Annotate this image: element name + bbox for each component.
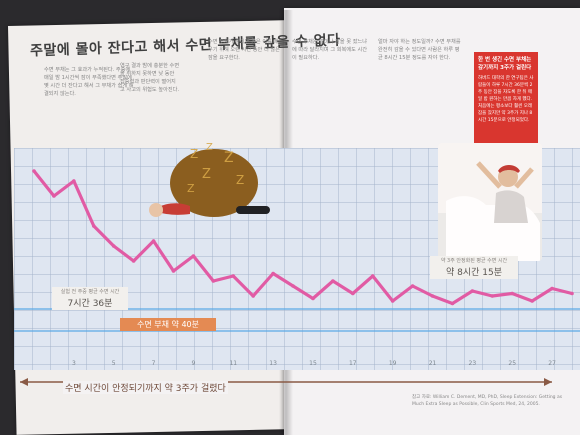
x-tick-label: 25 <box>508 360 516 367</box>
sleep-series-point <box>311 296 315 301</box>
callout-body: 하버드 대학의 한 연구팀은 사람들이 하루 7시간 36분씩 2주 동안 잠을… <box>478 76 534 123</box>
sleep-series-point <box>72 179 76 183</box>
svg-text:Z: Z <box>190 147 198 161</box>
callout-box: 한 번 생긴 수면 부채는 갚기까지 3주가 걸린다 하버드 대학의 한 연구팀… <box>474 52 538 144</box>
x-tick-label: 27 <box>548 360 556 367</box>
article-text-3: 수면 부채가 쌓이면 몸은 이를 메우기 위해 오랜 시간 동안 더 많은 잠을… <box>208 39 280 61</box>
article-text-1: 수면 부채는 그 효과가 누적된다. 주중에 매일 밤 1시간씩 잠이 부족했다… <box>44 67 134 97</box>
svg-text:Z: Z <box>187 182 195 195</box>
article-text-2: 연구 결과 밤에 충분한 수면을 취하지 못하면 낮 동안 집중력과 판단력이 … <box>120 63 180 93</box>
x-tick-label: 17 <box>349 360 357 367</box>
svg-text:Z: Z <box>202 167 211 182</box>
x-tick-label: 5 <box>112 360 116 367</box>
sleep-chart: 3 5 7 9 11 13 15 17 19 21 23 25 27 <box>14 169 580 367</box>
sleep-series-point <box>550 286 554 291</box>
sleep-series-point <box>271 271 275 276</box>
sleep-series-point <box>91 224 96 228</box>
sleep-series-point <box>231 274 236 278</box>
sleep-series-point <box>251 294 255 298</box>
sleep-series-point <box>530 299 534 303</box>
sleep-series-point <box>211 279 216 283</box>
sleep-series-point <box>111 244 116 248</box>
callout-heading: 한 번 생긴 수면 부채는 갚기까지 3주가 걸린다 <box>478 57 532 71</box>
sleep-series-point <box>291 284 295 288</box>
x-tick-label: 7 <box>152 360 156 367</box>
sleep-duration-series <box>32 169 574 306</box>
sleep-series-point <box>32 169 36 173</box>
x-tick-label: 21 <box>429 360 437 367</box>
sleep-series-point <box>171 269 176 273</box>
sleep-series-point <box>151 239 156 243</box>
source-note: 참고 자료: William C. Dement, MD, PhD, Sleep… <box>412 395 563 407</box>
baseline-annotation: 실험 전 주중 평균 수면 시간 7시간 36분 <box>52 287 128 310</box>
x-tick-label: 3 <box>72 360 76 367</box>
sleep-series-point <box>191 254 196 258</box>
sleep-series-point <box>490 294 495 298</box>
sleep-series-line <box>32 170 573 306</box>
sleep-series-point <box>390 299 395 303</box>
baseline-value: 7시간 36분 <box>67 299 113 309</box>
sleep-series-point <box>470 289 475 293</box>
sleep-series-point <box>410 284 415 288</box>
sleep-series-point <box>351 291 355 296</box>
stable-caption: 약 3주 안정화된 평균 수면 시간 <box>440 258 508 264</box>
svg-text:Z: Z <box>206 142 213 153</box>
arrow-caption: 수면 시간이 안정되기까지 약 3주가 걸렸다 <box>63 381 228 394</box>
sleep-series-point <box>52 194 56 198</box>
article-text-5: 얼마 자야 하는 정도일까? 수면 부채를 완전히 갚을 수 있다면 사람은 하… <box>378 39 461 61</box>
sleep-series-point <box>510 291 515 296</box>
x-tick-label: 23 <box>469 360 477 367</box>
article-text-4: 수면 부채는 얼마나 잠을 못 잤느냐에 따라 달라지며 그 회복에도 시간이 … <box>292 39 368 61</box>
stable-value: 약 8시간 15분 <box>445 268 503 278</box>
sleep-series-point <box>370 274 375 278</box>
svg-text:Z: Z <box>236 173 244 187</box>
waking-man-photo <box>438 143 542 261</box>
x-tick-label: 19 <box>389 360 397 367</box>
sleep-debt-label: 수면 부채 약 40분 <box>120 318 216 331</box>
x-tick-label: 11 <box>229 360 237 367</box>
x-axis-ticks: 3 5 7 9 11 13 15 17 19 21 23 25 27 <box>72 360 556 367</box>
svg-text:Z: Z <box>224 150 234 166</box>
x-tick-label: 13 <box>269 360 277 367</box>
sleep-series-point <box>331 279 335 283</box>
sleep-series-point <box>570 291 574 296</box>
stable-annotation: 약 3주 안정화된 평균 수면 시간 약 8시간 15분 <box>430 256 518 279</box>
x-tick-label: 9 <box>191 360 195 367</box>
sleep-series-point <box>450 301 455 306</box>
baseline-caption: 실험 전 주중 평균 수면 시간 <box>60 289 120 295</box>
sleep-series-point <box>131 259 136 263</box>
x-tick-label: 15 <box>309 360 317 367</box>
sleep-series-point <box>430 294 435 298</box>
